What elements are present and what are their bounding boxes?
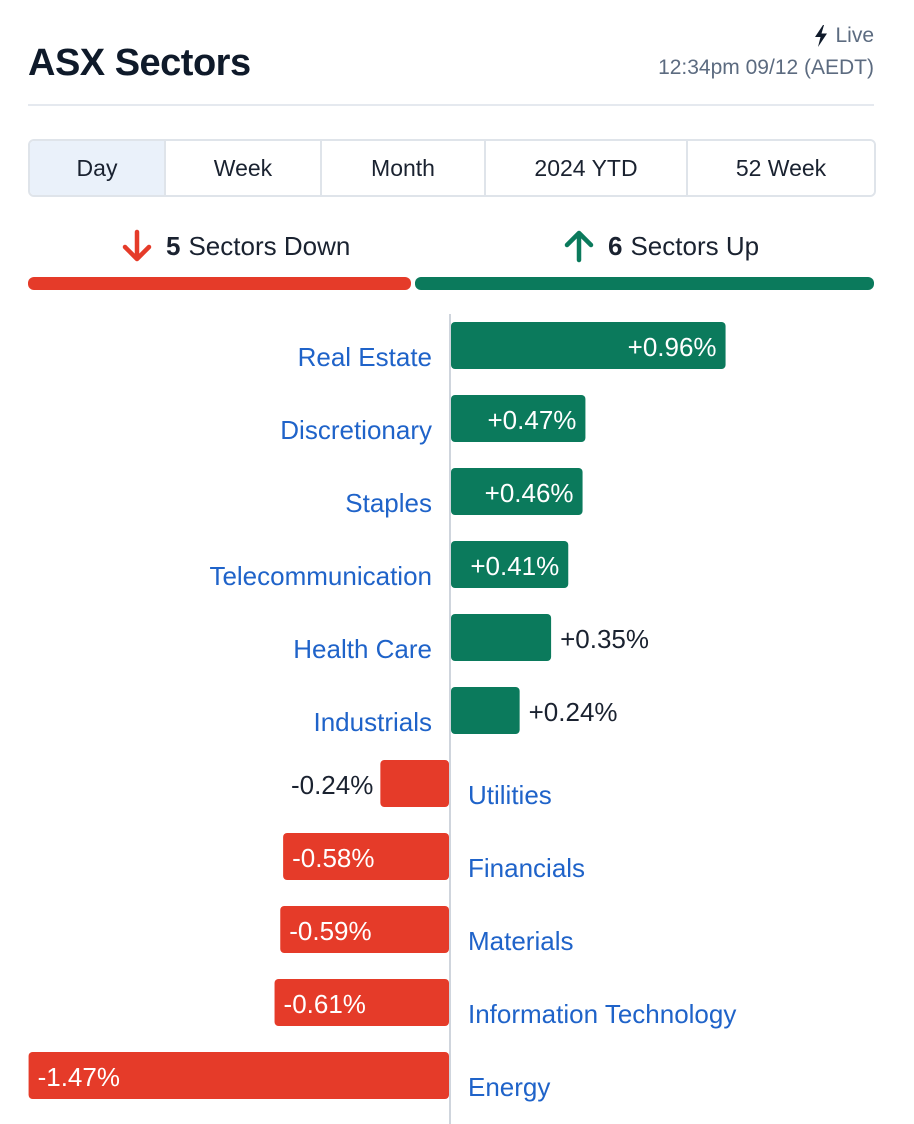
- tab-day[interactable]: Day: [30, 141, 166, 195]
- sector-label-link[interactable]: Discretionary: [280, 415, 432, 445]
- sectors-down-summary: 5 Sectors Down: [120, 224, 350, 268]
- sector-label-link[interactable]: Staples: [345, 488, 432, 518]
- sector-label-link[interactable]: Real Estate: [298, 342, 432, 372]
- page-title: ASX Sectors: [28, 42, 251, 84]
- live-label: Live: [835, 24, 874, 47]
- bar-telecommunication[interactable]: [451, 541, 569, 588]
- header-divider: [28, 104, 874, 106]
- arrow-up-icon: [564, 230, 594, 263]
- sector-performance-chart: +0.96% Real Estate +0.47% Discretionary +0.4…: [28, 314, 736, 1124]
- sector-label-link[interactable]: Information Technology: [468, 999, 736, 1029]
- sector-label-link[interactable]: Energy: [468, 1072, 550, 1102]
- sector-label-link[interactable]: Health Care: [293, 634, 432, 664]
- bar-discretionary[interactable]: [451, 395, 586, 442]
- lightning-bolt-icon: [815, 25, 828, 47]
- value-label: +0.46%: [485, 478, 574, 508]
- bar-information-technology[interactable]: [274, 979, 449, 1026]
- bar-industrials[interactable]: [451, 687, 520, 734]
- up-down-ratio-bar: [28, 277, 874, 290]
- ratio-bar-up-segment: [415, 277, 874, 290]
- tab-52-week[interactable]: 52 Week: [688, 141, 874, 195]
- value-label: +0.96%: [628, 332, 717, 362]
- bar-energy[interactable]: [28, 1052, 450, 1099]
- sector-label-link[interactable]: Industrials: [314, 707, 433, 737]
- live-indicator: Live: [813, 24, 874, 48]
- sector-label-link[interactable]: Telecommunication: [209, 561, 432, 591]
- bar-financials[interactable]: [283, 833, 449, 880]
- bar-utilities[interactable]: [380, 760, 449, 807]
- sector-label-link[interactable]: Financials: [468, 853, 585, 883]
- period-tabs: Day Week Month 2024 YTD 52 Week: [28, 139, 876, 197]
- value-label: -1.47%: [38, 1062, 120, 1092]
- sectors-down-label: Sectors Down: [188, 230, 351, 261]
- ratio-bar-down-segment: [28, 277, 411, 290]
- value-label: +0.35%: [560, 624, 649, 654]
- sector-label-link[interactable]: Utilities: [468, 780, 552, 810]
- tab-month[interactable]: Month: [322, 141, 486, 195]
- sectors-up-summary: 6 Sectors Up: [562, 224, 759, 268]
- value-label: +0.41%: [470, 551, 559, 581]
- value-label: -0.59%: [289, 916, 371, 946]
- bar-staples[interactable]: [451, 468, 583, 515]
- bar-materials[interactable]: [280, 906, 449, 953]
- arrow-down-icon: [122, 229, 152, 262]
- sectors-up-count: 6: [608, 230, 623, 261]
- value-label: -0.24%: [291, 770, 373, 800]
- value-label: -0.61%: [284, 989, 366, 1019]
- timestamp: 12:34pm 09/12 (AEDT): [658, 56, 874, 79]
- tab-week[interactable]: Week: [166, 141, 322, 195]
- sectors-up-label: Sectors Up: [630, 230, 760, 261]
- value-label: +0.24%: [529, 697, 618, 727]
- value-label: +0.47%: [488, 405, 577, 435]
- value-label: -0.58%: [292, 843, 374, 873]
- tab-2024-ytd[interactable]: 2024 YTD: [486, 141, 688, 195]
- bar-real-estate[interactable]: [451, 322, 726, 369]
- bar-health-care[interactable]: [451, 614, 552, 661]
- sector-label-link[interactable]: Materials: [468, 926, 573, 956]
- sectors-down-count: 5: [166, 230, 181, 261]
